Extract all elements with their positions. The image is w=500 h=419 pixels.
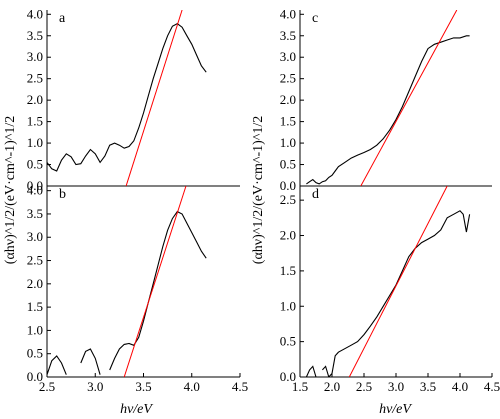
y-tick-label: 1.0 xyxy=(27,322,43,337)
y-tick-label: 1.5 xyxy=(280,114,296,129)
tangent-line xyxy=(348,186,448,377)
y-tick-label: 0.5 xyxy=(280,334,296,349)
y-tick-label: 0.0 xyxy=(280,369,296,384)
panel-label: b xyxy=(59,187,66,202)
absorption-curve xyxy=(306,35,470,185)
y-tick-label: 0.0 xyxy=(27,369,43,384)
y-tick-label: 2.5 xyxy=(280,192,296,207)
y-tick-label: 0.5 xyxy=(280,157,296,172)
y-tick-label: 1.5 xyxy=(280,263,296,278)
y-tick-label: 2.0 xyxy=(27,276,43,291)
y-tick-label: 1.0 xyxy=(280,298,296,313)
y-tick-label: 1.5 xyxy=(27,299,43,314)
y-tick-label: 4.0 xyxy=(280,6,296,21)
panel-d: 0.0 0.5 1.0 1.5 2.0 2.5 1.5 2.0 2.5 3.0 3.5 4.0 4.5 d xyxy=(280,186,500,394)
x-tick-label: 2.5 xyxy=(356,379,372,394)
y-tick-label: 1.0 xyxy=(27,135,43,150)
x-tick-label: 4.0 xyxy=(184,379,200,394)
x-tick-label: 2.0 xyxy=(324,379,340,394)
x-tick-label: 1.5 xyxy=(292,379,308,394)
y-tick-label: 0.0 xyxy=(280,178,296,193)
y-tick-label: 2.0 xyxy=(27,92,43,107)
absorption-curve xyxy=(47,23,207,172)
y-axis-label-left: (αhν)^1/2/(eV·cm^-1)^1/2 xyxy=(3,116,18,264)
x-tick-label: 4.0 xyxy=(452,379,468,394)
y-tick-label: 3.5 xyxy=(280,28,296,43)
y-tick-label: 3.0 xyxy=(27,229,43,244)
panel-label: a xyxy=(59,11,66,26)
tangent-line xyxy=(123,186,187,377)
y-tick-label: 3.5 xyxy=(27,28,43,43)
x-axis-label-left: hv/eV xyxy=(120,402,153,417)
y-tick-label: 2.0 xyxy=(280,92,296,107)
y-tick-label: 2.5 xyxy=(27,253,43,268)
tangent-line xyxy=(125,10,183,186)
y-tick-label: 4.0 xyxy=(27,183,43,198)
x-tick-label: 4.5 xyxy=(232,379,248,394)
y-tick-label: 0.5 xyxy=(27,346,43,361)
x-axis-label-right: hv/eV xyxy=(379,402,412,417)
y-tick-label: 2.5 xyxy=(27,71,43,86)
panel-b: 0.0 0.5 1.0 1.5 2.0 2.5 3.0 3.5 4.0 2.5 3.0 3.5 4.0 4… xyxy=(27,183,248,394)
y-tick-label: 1.5 xyxy=(27,114,43,129)
tangent-line xyxy=(360,10,458,186)
x-tick-label: 3.0 xyxy=(388,379,404,394)
x-tick-label: 3.5 xyxy=(135,379,151,394)
y-tick-label: 0.0 xyxy=(27,178,43,193)
y-tick-label: 0.5 xyxy=(27,157,43,172)
y-tick-label: 3.5 xyxy=(27,206,43,221)
y-axis-label-right: (αhν)^1/2/(eV·cm^-1)^1/2 xyxy=(251,116,266,264)
panel-label: d xyxy=(312,187,319,202)
y-tick-label: 4.0 xyxy=(27,6,43,21)
y-tick-label: 3.0 xyxy=(280,49,296,64)
panel-label: c xyxy=(312,11,318,26)
y-tick-label: 1.0 xyxy=(280,135,296,150)
x-tick-label: 4.5 xyxy=(484,379,500,394)
y-tick-label: 3.0 xyxy=(27,49,43,64)
x-tick-label: 3.0 xyxy=(87,379,103,394)
panel-c: 0.0 0.5 1.0 1.5 2.0 2.5 3.0 3.5 4.0 c xyxy=(280,6,492,193)
absorption-curve xyxy=(47,210,207,375)
panel-a: 0.0 0.5 1.0 1.5 2.0 2.5 3.0 3.5 4.0 a xyxy=(27,6,240,193)
absorption-curve xyxy=(305,210,471,377)
y-tick-label: 2.5 xyxy=(280,71,296,86)
x-tick-label: 3.5 xyxy=(420,379,436,394)
x-tick-label: 2.5 xyxy=(39,379,55,394)
y-tick-label: 2.0 xyxy=(280,228,296,243)
